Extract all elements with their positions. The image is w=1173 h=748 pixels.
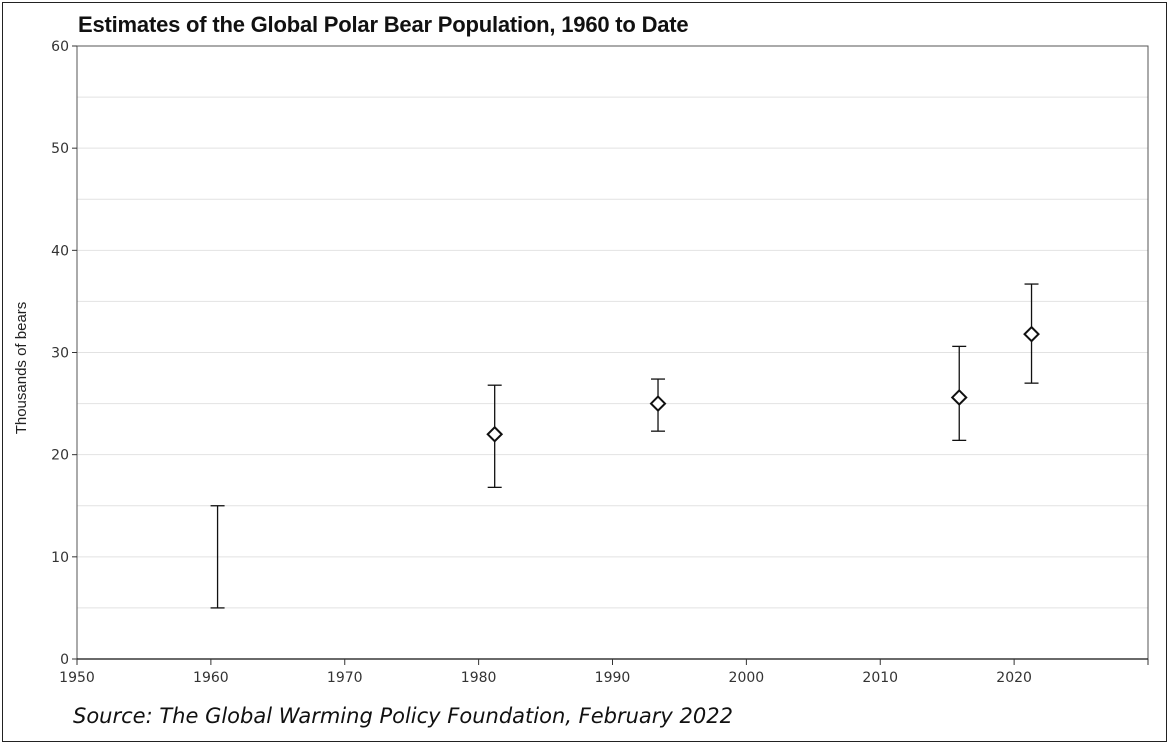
y-axis-label: Thousands of bears [13,302,30,435]
gridlines [77,45,1148,609]
y-tick-label: 50 [51,141,69,157]
x-axis-ticks: 1950 1960 1970 1980 1990 2000 2010 2020 [59,659,1149,686]
y-tick-label: 40 [51,243,69,259]
data-point [210,505,225,609]
x-tick-label: 1970 [327,670,363,686]
x-tick-label: 2020 [996,670,1032,686]
data-point [1023,283,1040,384]
y-axis-ticks: 0 10 20 30 40 50 60 [51,39,77,668]
data-marks [210,283,1040,609]
x-tick-label: 1990 [595,670,631,686]
x-tick-label: 2010 [862,670,898,686]
source-note: Source: The Global Warming Policy Founda… [73,704,733,728]
y-tick-label: 10 [51,550,69,566]
x-tick-label: 1950 [59,670,95,686]
x-tick-label: 1980 [461,670,497,686]
diamond-marker [486,425,504,443]
data-point [649,378,667,432]
diamond-marker [649,395,667,412]
data-point [486,384,504,489]
diamond-marker [1023,325,1040,343]
chart-title: Estimates of the Global Polar Bear Popul… [78,12,689,37]
y-tick-label: 0 [60,652,69,668]
y-tick-label: 20 [51,448,69,464]
diamond-marker [950,389,968,406]
y-tick-label: 30 [51,346,69,362]
data-point [950,345,968,442]
x-tick-label: 1960 [193,670,229,686]
x-tick-label: 2000 [729,670,765,686]
y-tick-label: 60 [51,39,69,55]
